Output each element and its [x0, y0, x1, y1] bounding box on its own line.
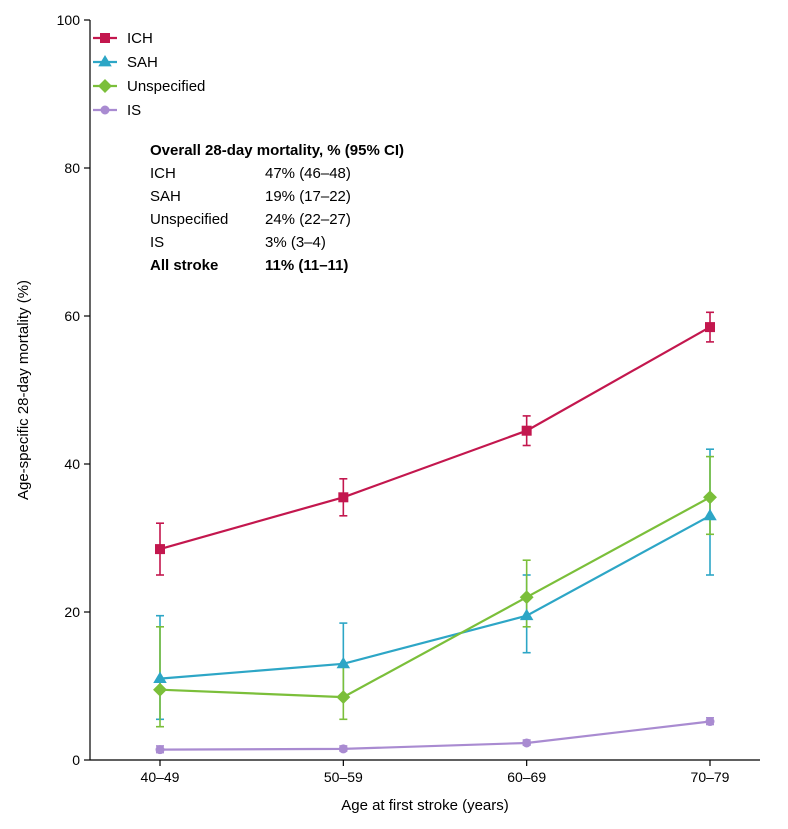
y-tick-label: 80	[64, 160, 80, 176]
marker-diamond	[520, 591, 533, 604]
marker-diamond	[337, 691, 350, 704]
summary-label: All stroke	[150, 257, 218, 274]
series-line-SAH	[160, 516, 710, 679]
chart-svg: 0 20 40 60 80 100 40–49 50–59 60–69 70–79 Age-spec…	[0, 0, 788, 829]
y-tick-label: 20	[64, 604, 80, 620]
series-Unspecified	[156, 457, 714, 727]
marker-diamond	[704, 491, 717, 504]
series-path	[160, 516, 710, 679]
y-tick-label: 0	[72, 752, 80, 768]
marker-circle	[101, 106, 109, 114]
marker-triangle	[704, 510, 716, 520]
marker-diamond	[99, 80, 112, 93]
marker-circle	[339, 745, 347, 753]
series-SAH	[156, 449, 714, 719]
legend-label: SAH	[127, 54, 158, 71]
x-axis-label: Age at first stroke (years)	[341, 797, 509, 814]
x-tick-label: 70–79	[691, 769, 730, 785]
marker-square	[339, 493, 348, 502]
y-tick-label: 100	[57, 12, 81, 28]
summary-value: 11% (11–11)	[265, 257, 348, 274]
marker-square	[522, 426, 531, 435]
series-line-Unspecified	[160, 497, 710, 697]
series-ICH	[156, 312, 714, 575]
marker-circle	[523, 739, 531, 747]
legend-label: IS	[127, 102, 141, 119]
summary-label: SAH	[150, 188, 181, 205]
y-tick-label: 40	[64, 456, 80, 472]
marker-square	[156, 545, 165, 554]
marker-circle	[156, 746, 164, 754]
summary-label: Unspecified	[150, 211, 228, 228]
summary-value: 47% (46–48)	[265, 165, 351, 182]
summary-label: ICH	[150, 165, 176, 182]
x-tick-label: 50–59	[324, 769, 363, 785]
summary-label: IS	[150, 234, 164, 251]
legend-label: Unspecified	[127, 78, 205, 95]
series-line-IS	[160, 722, 710, 750]
legend-label: ICH	[127, 30, 153, 47]
marker-square	[706, 323, 715, 332]
summary-value: 19% (17–22)	[265, 188, 351, 205]
series-path	[160, 722, 710, 750]
x-tick-label: 60–69	[507, 769, 546, 785]
summary-value: 3% (3–4)	[265, 234, 326, 251]
mortality-chart: 0 20 40 60 80 100 40–49 50–59 60–69 70–79 Age-spec…	[0, 0, 788, 829]
series-markers-SAH	[154, 510, 716, 683]
y-axis-label: Age-specific 28-day mortality (%)	[15, 280, 32, 500]
series-IS	[156, 718, 714, 753]
marker-diamond	[154, 683, 167, 696]
marker-square	[101, 34, 110, 43]
summary-value: 24% (22–27)	[265, 211, 351, 228]
x-tick-label: 40–49	[141, 769, 180, 785]
summary-title: Overall 28-day mortality, % (95% CI)	[150, 142, 404, 159]
y-tick-label: 60	[64, 308, 80, 324]
series-path	[160, 327, 710, 549]
marker-circle	[706, 718, 714, 726]
series-path	[160, 497, 710, 697]
series-markers-ICH	[156, 323, 715, 554]
series-line-ICH	[160, 327, 710, 549]
